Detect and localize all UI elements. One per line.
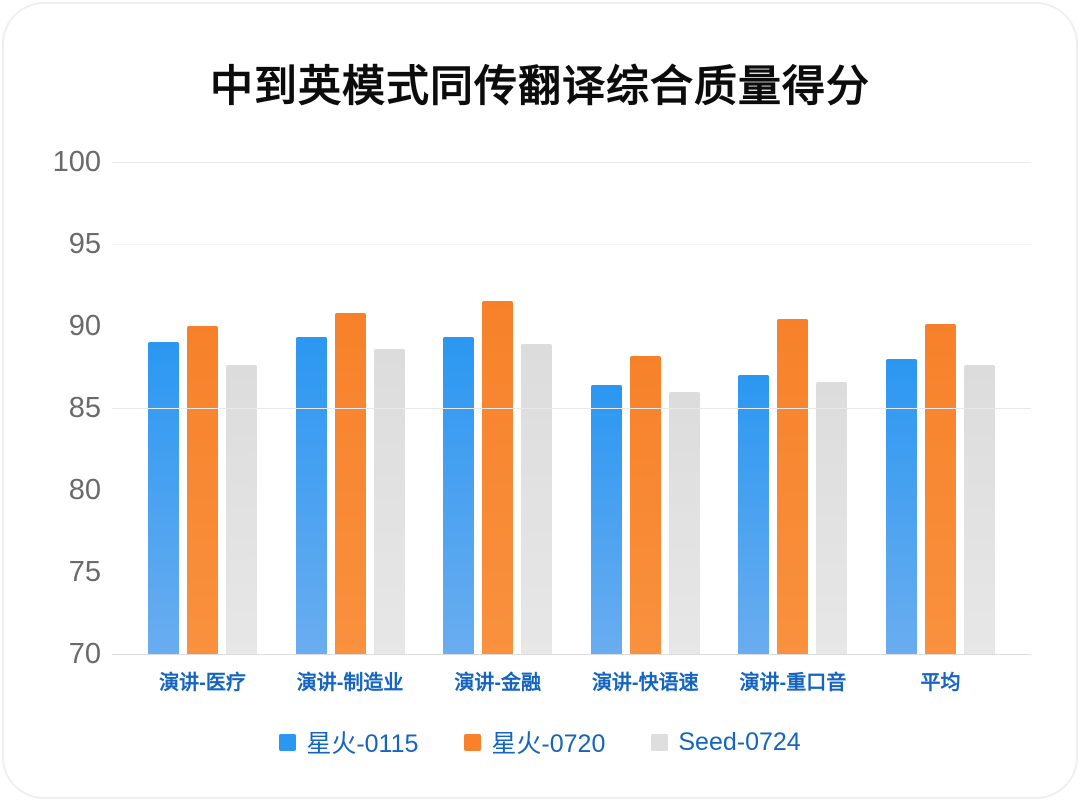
legend-label: 星火-0720 xyxy=(491,730,606,758)
bar-group xyxy=(295,162,405,654)
legend: 星火-0115 星火-0720 Seed-0724 xyxy=(4,724,1076,760)
y-axis-tick-label: 95 xyxy=(68,228,101,260)
bar-Seed-0724 xyxy=(963,365,995,654)
bar-星火-0720 xyxy=(629,355,661,654)
y-axis-tick-label: 85 xyxy=(68,392,101,424)
x-axis-label: 演讲-医疗 xyxy=(159,672,246,694)
gridline xyxy=(112,162,1031,163)
bar-星火-0720 xyxy=(334,312,366,654)
x-axis-label: 演讲-重口音 xyxy=(739,672,847,694)
x-axis-label: 平均 xyxy=(920,672,961,694)
bar-星火-0115 xyxy=(590,385,622,654)
gridline xyxy=(112,244,1031,245)
bar-星火-0720 xyxy=(187,326,218,654)
legend-swatch xyxy=(464,733,482,751)
y-axis-tick-label: 75 xyxy=(68,556,101,588)
legend-item: Seed-0724 xyxy=(651,727,801,757)
bar-Seed-0724 xyxy=(521,344,553,654)
bar-Seed-0724 xyxy=(816,381,848,654)
legend-swatch xyxy=(279,733,297,751)
y-axis-tick-label: 90 xyxy=(68,310,101,342)
bar-group xyxy=(443,162,553,654)
legend-swatch xyxy=(651,733,669,751)
y-axis-tick-label: 100 xyxy=(52,146,101,178)
x-axis-label: 演讲-快语速 xyxy=(591,672,699,694)
x-axis-label: 演讲-金融 xyxy=(454,672,542,694)
y-axis: 100 95 90 85 80 75 70 xyxy=(4,146,101,670)
legend-item: 星火-0720 xyxy=(464,724,605,760)
bars-row xyxy=(112,162,1031,654)
plot-area xyxy=(112,162,1031,655)
bar-group xyxy=(148,162,257,654)
legend-label: 星火-0115 xyxy=(306,730,419,758)
bar-星火-0115 xyxy=(295,337,327,654)
bar-星火-0720 xyxy=(924,324,956,654)
y-axis-tick-label: 80 xyxy=(68,474,101,506)
bar-星火-0720 xyxy=(777,319,809,654)
bar-group xyxy=(590,162,700,654)
bar-星火-0115 xyxy=(148,342,179,654)
bar-group xyxy=(738,162,848,654)
bar-Seed-0724 xyxy=(226,365,257,654)
bar-星火-0720 xyxy=(482,301,514,654)
legend-item: 星火-0115 xyxy=(279,724,418,760)
y-axis-tick-label: 70 xyxy=(68,638,101,670)
bar-星火-0115 xyxy=(738,375,770,654)
x-axis-label: 演讲-制造业 xyxy=(296,672,404,694)
legend-label: Seed-0724 xyxy=(678,727,801,756)
gridline xyxy=(112,408,1031,409)
bar-Seed-0724 xyxy=(373,348,405,654)
bar-Seed-0724 xyxy=(668,391,700,654)
chart-title: 中到英模式同传翻译综合质量得分 xyxy=(210,63,870,111)
bar-星火-0115 xyxy=(443,337,475,654)
bar-星火-0115 xyxy=(885,358,917,654)
x-axis-labels: 演讲-医疗 演讲-制造业 演讲-金融 演讲-快语速 演讲-重口音 平均 xyxy=(112,666,1031,695)
